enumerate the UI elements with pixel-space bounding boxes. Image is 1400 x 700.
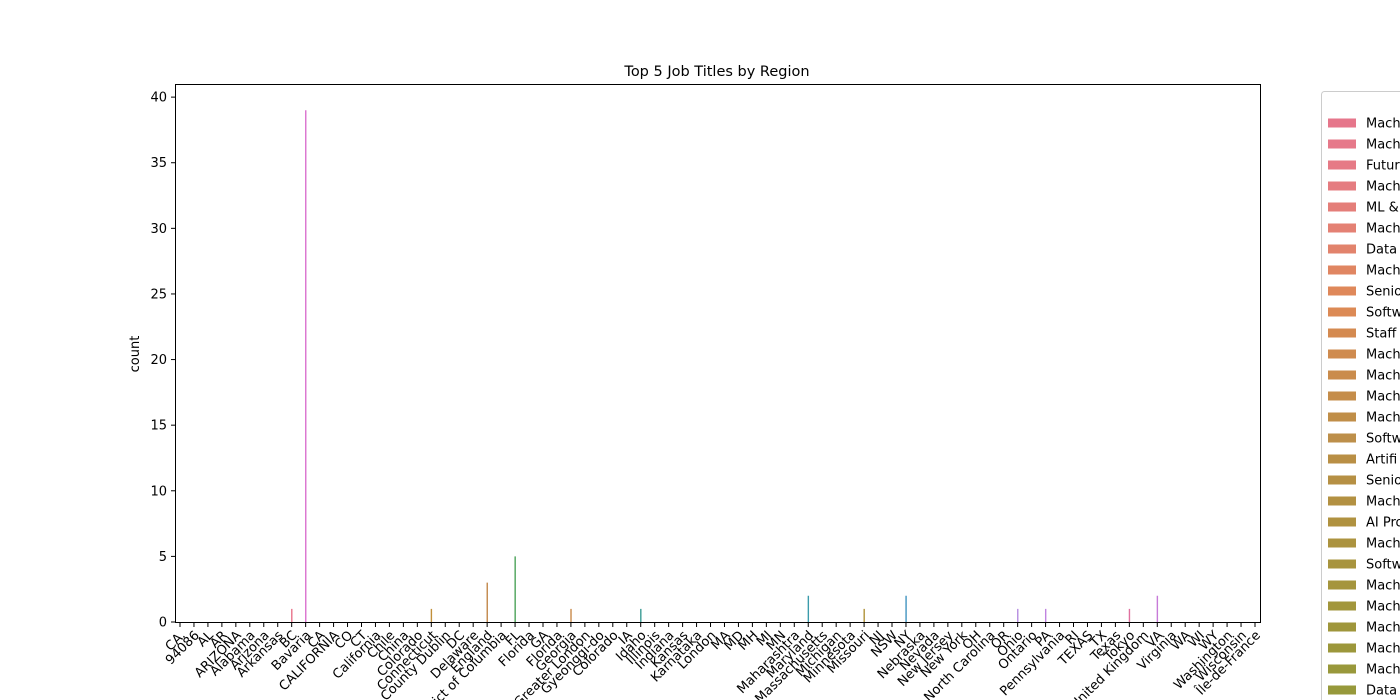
- legend-swatch: [1328, 307, 1356, 317]
- legend-swatch: [1328, 643, 1356, 653]
- legend-label: Mach: [1366, 537, 1400, 552]
- bar: [486, 582, 488, 622]
- plot-area-frame: [175, 84, 1261, 623]
- y-tick-label: 40: [150, 91, 167, 106]
- legend-label: ML &: [1366, 201, 1399, 216]
- legend-label: Artifi: [1366, 453, 1397, 468]
- legend-label: Mach: [1366, 579, 1400, 594]
- legend-swatch: [1328, 223, 1356, 233]
- legend-label: AI Pro: [1366, 516, 1400, 531]
- legend-entries: Mach Mach Futur Mach ML & Mach Data Mach Senio So…: [1328, 117, 1400, 699]
- legend-label: Mach: [1366, 222, 1400, 237]
- y-tick-label: 35: [150, 156, 167, 171]
- bar: [807, 595, 810, 622]
- legend-label: Mach: [1366, 600, 1400, 615]
- legend-swatch: [1328, 391, 1356, 401]
- chart-title: Top 5 Job Titles by Region: [623, 64, 809, 80]
- legend-label: Mach: [1366, 411, 1400, 426]
- y-tick-label: 0: [159, 616, 167, 631]
- y-tick-label: 5: [159, 550, 167, 565]
- bar: [1017, 608, 1019, 622]
- legend-label: Mach: [1366, 138, 1400, 153]
- y-tick-label: 10: [150, 484, 167, 499]
- legend-label: Futur: [1366, 159, 1400, 174]
- legend-frame: [1321, 91, 1400, 700]
- legend-label: Mach: [1366, 642, 1400, 657]
- legend-swatch: [1328, 622, 1356, 632]
- legend-swatch: [1328, 286, 1356, 296]
- legend-swatch: [1328, 181, 1356, 191]
- legend-swatch: [1328, 475, 1356, 485]
- bar: [863, 608, 865, 622]
- legend-label: Mach: [1366, 117, 1400, 132]
- legend-swatch: [1328, 496, 1356, 506]
- legend-swatch: [1328, 664, 1356, 674]
- legend-swatch: [1328, 685, 1356, 695]
- y-axis-label: count: [128, 336, 143, 373]
- legend-label: Mach: [1366, 663, 1400, 678]
- bar: [430, 608, 433, 622]
- legend-swatch: [1328, 454, 1356, 464]
- legend: Mach Mach Futur Mach ML & Mach Data Mach Senio So…: [1321, 91, 1400, 700]
- y-axis-ticks: 0 5 10 15 20 25 30 35 40: [150, 91, 176, 631]
- bars: [291, 110, 1159, 623]
- legend-swatch: [1328, 139, 1356, 149]
- legend-swatch: [1328, 580, 1356, 590]
- legend-swatch: [1328, 559, 1356, 569]
- legend-swatch: [1328, 349, 1356, 359]
- bar: [1128, 608, 1131, 622]
- legend-label: Senio: [1366, 285, 1400, 300]
- y-tick-label: 15: [150, 419, 167, 434]
- bar: [305, 110, 307, 623]
- legend-label: Softw: [1366, 558, 1400, 573]
- legend-swatch: [1328, 202, 1356, 212]
- y-tick-label: 30: [150, 222, 167, 237]
- y-tick-label: 20: [150, 353, 167, 368]
- legend-label: Softw: [1366, 306, 1400, 321]
- legend-label: Mach: [1366, 621, 1400, 636]
- legend-label: Mach: [1366, 180, 1400, 195]
- legend-label: Data: [1366, 684, 1397, 699]
- legend-swatch: [1328, 370, 1356, 380]
- legend-swatch: [1328, 601, 1356, 611]
- legend-swatch: [1328, 265, 1356, 275]
- bar: [1156, 595, 1159, 622]
- legend-label: Mach: [1366, 369, 1400, 384]
- legend-swatch: [1328, 244, 1356, 254]
- legend-label: Senio: [1366, 474, 1400, 489]
- x-axis-ticks: CA.94086ALARARIZONAAlabamaArizonaArkansa…: [163, 622, 1264, 700]
- legend-label: Staff: [1366, 327, 1397, 342]
- legend-label: Mach: [1366, 264, 1400, 279]
- legend-swatch: [1328, 412, 1356, 422]
- legend-label: Mach: [1366, 348, 1400, 363]
- bar: [905, 595, 907, 622]
- legend-label: Data: [1366, 243, 1397, 258]
- legend-label: Softw: [1366, 432, 1400, 447]
- bar: [1044, 608, 1047, 622]
- legend-swatch: [1328, 433, 1356, 443]
- legend-label: Mach: [1366, 495, 1400, 510]
- legend-swatch: [1328, 538, 1356, 548]
- legend-swatch: [1328, 160, 1356, 170]
- bar: [514, 556, 516, 622]
- legend-label: Mach: [1366, 390, 1400, 405]
- legend-swatch: [1328, 118, 1356, 128]
- y-tick-label: 25: [150, 287, 167, 302]
- bar: [640, 608, 642, 622]
- legend-swatch: [1328, 517, 1356, 527]
- legend-swatch: [1328, 328, 1356, 338]
- bar: [570, 608, 572, 622]
- bar: [291, 608, 293, 622]
